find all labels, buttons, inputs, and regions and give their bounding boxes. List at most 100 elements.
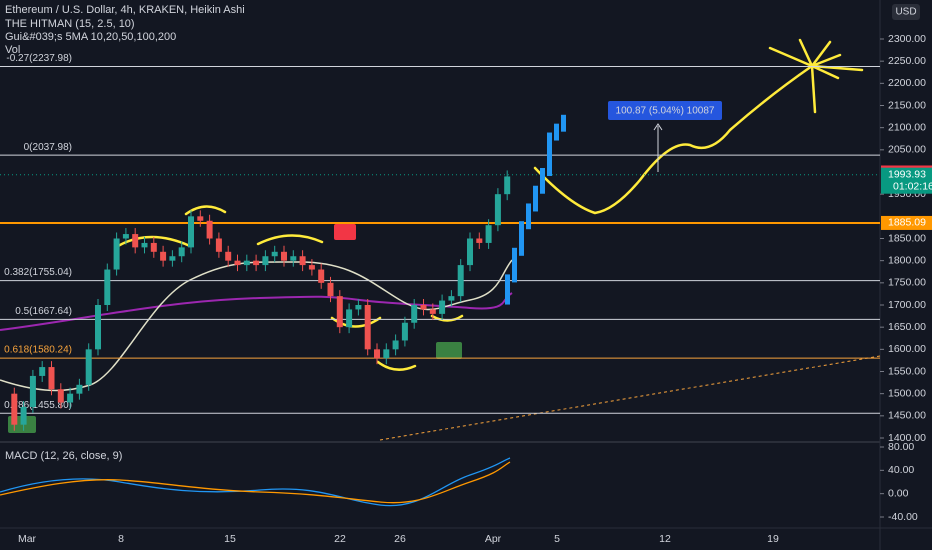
candle: [253, 260, 260, 266]
candle: [364, 305, 371, 350]
candle: [299, 256, 306, 266]
price-tag-label: 1993.93: [888, 168, 926, 180]
date-label: 12: [659, 533, 671, 545]
date-label: 19: [767, 533, 779, 545]
bull-marker: [436, 342, 462, 359]
measure-arrow: [653, 123, 663, 131]
candle: [141, 242, 148, 248]
countdown: 01:02:16: [893, 180, 932, 192]
candle: [308, 265, 315, 270]
price-tick-label: 2250.00: [888, 55, 926, 67]
indicator-label: Gui&#039;s 5MA 10,20,50,100,200: [5, 31, 176, 43]
projection-candle: [519, 221, 524, 256]
candle: [234, 260, 241, 266]
projection-candle: [561, 114, 566, 132]
price-tick-label: 2200.00: [888, 77, 926, 89]
annotation: [116, 38, 864, 371]
candle: [169, 256, 176, 261]
candle: [48, 367, 55, 390]
candle: [95, 305, 101, 350]
candle: [327, 282, 334, 297]
price-tick-label: 1550.00: [888, 365, 926, 377]
candle: [476, 238, 483, 243]
price-tick-label: 1450.00: [888, 410, 926, 422]
price-tag-label: 1885.09: [888, 217, 926, 229]
candle: [39, 367, 46, 376]
candle: [383, 349, 390, 359]
candle: [85, 349, 92, 385]
candle: [197, 216, 204, 221]
macd-tick-label: 80.00: [888, 441, 914, 453]
price-tick-label: 1850.00: [888, 232, 926, 244]
symbol-title: Ethereum / U.S. Dollar, 4h, KRAKEN, Heik…: [5, 4, 245, 16]
price-tick-label: 2300.00: [888, 33, 926, 45]
currency: USD: [895, 7, 916, 18]
date-label: 15: [224, 533, 236, 545]
price-tick-label: 2100.00: [888, 121, 926, 133]
price-tick-label: 1400.00: [888, 432, 926, 444]
bear-marker: [334, 224, 356, 240]
candle: [178, 247, 185, 257]
date-label: 22: [334, 533, 346, 545]
trendline: [379, 355, 881, 441]
candle: [20, 406, 27, 425]
candle: [11, 393, 18, 425]
measure-box: [608, 101, 722, 120]
macd-tick-label: -40.00: [888, 511, 918, 523]
indicator-label: Vol: [5, 44, 20, 56]
projection-candle: [547, 132, 552, 176]
candle: [122, 234, 129, 239]
candle: [411, 305, 418, 323]
candle: [457, 265, 464, 297]
candle: [271, 251, 278, 257]
fib-label: 0(2037.98): [24, 142, 72, 153]
candle: [448, 296, 455, 301]
candle: [355, 305, 362, 310]
date-label: Mar: [18, 533, 37, 545]
projection-candle: [533, 185, 538, 212]
candle: [225, 251, 232, 261]
candle: [485, 225, 492, 243]
candle: [76, 384, 83, 394]
candle: [401, 322, 408, 341]
date-label: 8: [118, 533, 124, 545]
candle: [374, 349, 380, 359]
fib-label: 0.786(1455.80): [4, 400, 72, 411]
indicator-label: THE HITMAN (15, 2.5, 10): [5, 18, 135, 30]
ma-line: [0, 259, 513, 392]
candle: [104, 269, 111, 305]
macd-tick-label: 40.00: [888, 464, 914, 476]
candle: [429, 309, 436, 314]
price-tick-label: 2050.00: [888, 144, 926, 156]
candle: [467, 238, 473, 266]
candle: [150, 242, 157, 252]
candle: [290, 256, 297, 261]
candle: [504, 176, 511, 195]
candle: [262, 256, 269, 266]
fib-label: 0.5(1667.64): [15, 306, 72, 317]
fib-label: 0.382(1755.04): [4, 267, 72, 278]
price-tick-label: 1800.00: [888, 254, 926, 266]
date-label: Apr: [485, 533, 502, 545]
candle: [113, 238, 120, 270]
projection-candle: [512, 247, 517, 283]
candle: [188, 216, 194, 248]
macd-label: MACD (12, 26, close, 9): [5, 450, 122, 462]
candle: [67, 393, 74, 403]
fib-label: -0.27(2237.98): [6, 53, 72, 64]
price-tick-label: 1600.00: [888, 343, 926, 355]
price-tick-label: 1750.00: [888, 277, 926, 289]
candle: [420, 305, 427, 310]
price-tick-label: 1500.00: [888, 387, 926, 399]
measure-label: 100.87 (5.04%) 10087: [616, 106, 715, 117]
date-label: 5: [554, 533, 560, 545]
price-tick-label: 2150.00: [888, 99, 926, 111]
candle: [57, 389, 64, 403]
candle: [494, 194, 501, 226]
macd-tick-label: 0.00: [888, 487, 909, 499]
projection-candle: [505, 274, 510, 305]
candle: [206, 220, 213, 239]
candle: [132, 234, 139, 248]
candle: [160, 251, 167, 261]
